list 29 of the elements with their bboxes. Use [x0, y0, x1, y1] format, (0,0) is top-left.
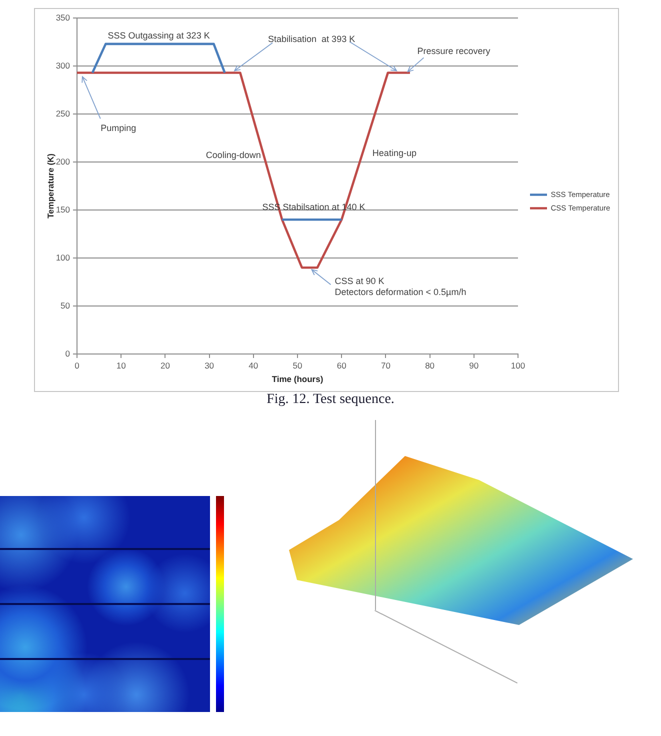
x-axis-title: Time (hours) [272, 374, 324, 384]
x-tick-label: 50 [292, 360, 302, 370]
y-tick-label: 50 [60, 300, 70, 310]
annotation: SSS Outgassing at 323 K [108, 30, 210, 40]
y-tick-label: 150 [56, 204, 70, 214]
x-tick-label: 0 [74, 360, 80, 370]
x-tick-label: 80 [425, 360, 435, 370]
annotation: CSS at 90 K Detectors deformation < 0.5µm/h [334, 276, 466, 298]
y-tick-label: 350 [56, 12, 70, 22]
annotation: Cooling-down [206, 150, 261, 160]
annotation: Stabilisation at 393 K [268, 34, 356, 44]
x-tick-label: 90 [469, 360, 479, 370]
annotation: Heating-up [372, 148, 416, 158]
y-tick-label: 200 [56, 156, 70, 166]
x-tick-label: 20 [160, 360, 170, 370]
x-tick-label: 10 [116, 360, 126, 370]
x-tick-label: 100 [510, 360, 526, 370]
caption: Fig. 12. Test sequence. [266, 392, 396, 408]
y-tick-label: 300 [56, 60, 70, 70]
y-tick-label: 250 [56, 108, 70, 118]
x-tick-label: 30 [204, 360, 214, 370]
x-tick-label: 70 [380, 360, 391, 370]
y-axis-title: Temperature (K) [45, 153, 56, 219]
x-tick-label: 60 [336, 360, 347, 370]
y-tick-label: 100 [56, 252, 70, 262]
annotation: Pressure recovery [417, 46, 491, 56]
annotation: Pumping [100, 123, 136, 134]
x-tick-label: 40 [248, 360, 258, 370]
y-tick-label: 0 [65, 348, 70, 358]
